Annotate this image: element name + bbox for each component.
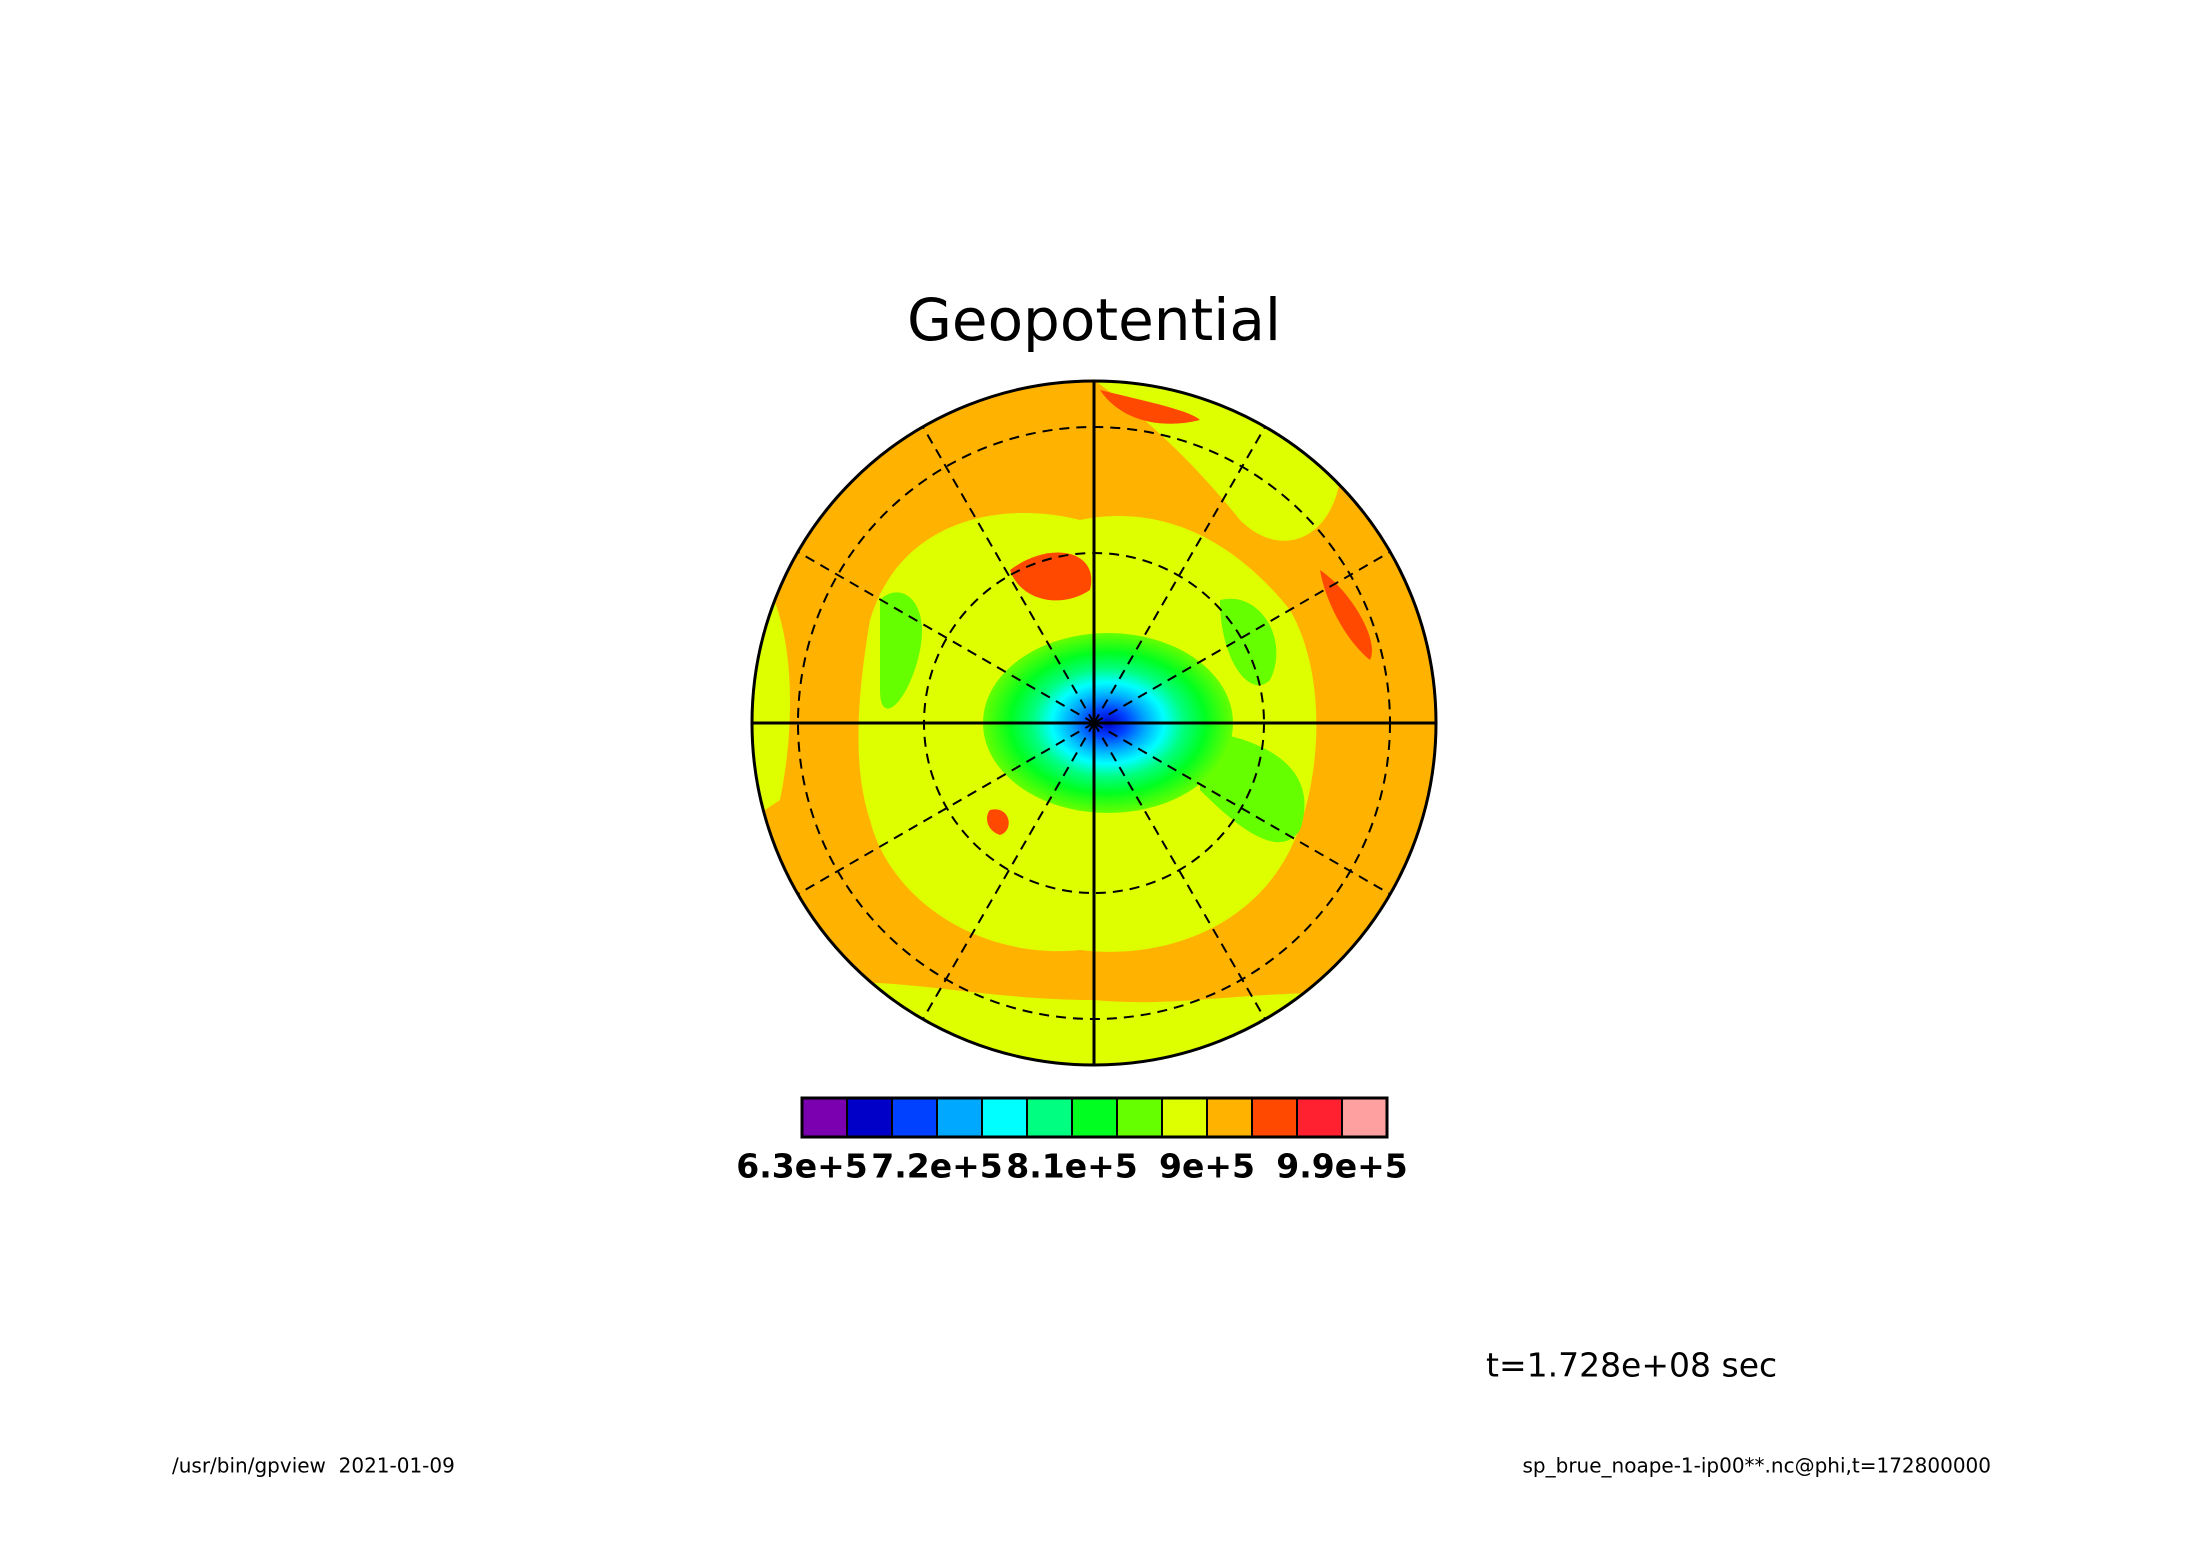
colorbar-tick-label: 9e+5 [1159,1147,1255,1186]
colorbar: 6.3e+5 7.2e+5 8.1e+5 9e+5 9.9e+5 [736,1096,1408,1186]
colorbar-tick-label: 9.9e+5 [1276,1147,1407,1186]
colorbar-bin [1116,1097,1163,1138]
colorbar-tick-label: 7.2e+5 [871,1147,1002,1186]
colorbar-frame [800,1096,1389,1139]
colorbar-bin [936,1097,983,1138]
footer-right: sp_brue_noape-1-ip00**.nc@phi,t=17280000… [1523,1454,1991,1478]
colorbar-bin [1161,1097,1208,1138]
contour-region [1200,730,1305,843]
contour-region [1320,570,1372,660]
contour-region [987,809,1009,835]
contour-region [1100,390,1200,424]
colorbar-bin [1026,1097,1073,1138]
colorbar-bin [1341,1097,1388,1138]
contour-region [880,592,922,709]
footer-left: /usr/bin/gpview 2021-01-09 [172,1454,455,1478]
colorbar-bin [1071,1097,1118,1138]
colorbar-bin [981,1097,1028,1138]
time-label: t=1.728e+08 sec [1486,1346,1777,1385]
colorbar-bin [1251,1097,1298,1138]
colorbar-bin [1206,1097,1253,1138]
colorbar-tick-label: 6.3e+5 [736,1147,867,1186]
map-frame [750,379,1438,1067]
colorbar-bin [891,1097,938,1138]
chart-title: Geopotential [907,286,1281,354]
colorbar-tick-label: 8.1e+5 [1006,1147,1137,1186]
colorbar-bin [801,1097,848,1138]
contour-region [1220,598,1277,686]
colorbar-bin [1296,1097,1343,1138]
colorbar-bin [846,1097,893,1138]
